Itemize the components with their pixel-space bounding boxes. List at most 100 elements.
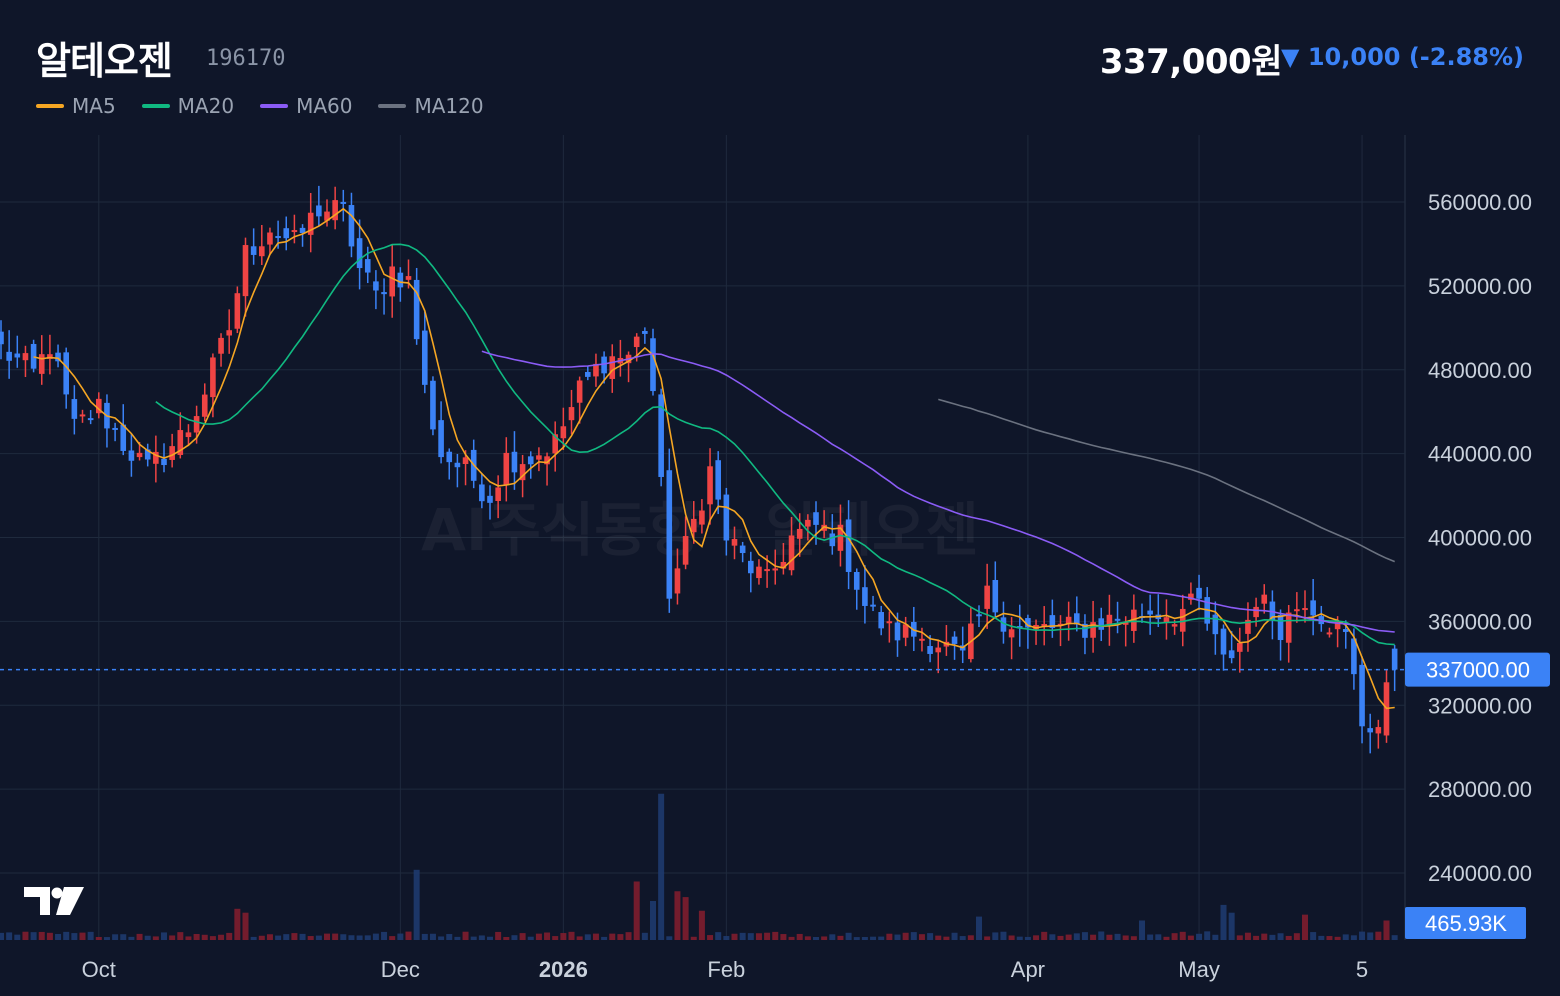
candle-body [788,535,795,571]
candle-body [479,484,485,502]
candle-body [878,612,884,629]
volume-bar [1041,931,1048,940]
candle-body [593,363,599,377]
volume-bar [1391,935,1398,940]
volume-bar [1155,934,1162,940]
volume-bar [682,897,689,940]
volume-bar [772,931,779,940]
volume-bar [348,935,355,940]
candle-body [503,452,510,486]
candle-body [38,354,45,374]
candle-body [1041,624,1047,627]
volume-bar [446,934,453,940]
volume-bar [381,931,388,940]
volume-bar [1171,933,1178,940]
volume-bar [421,933,428,940]
volume-bar [1253,935,1260,940]
volume-bar [218,934,225,940]
volume-bar [870,936,877,940]
volume-bar [666,936,673,940]
candle-body [201,394,208,417]
volume-bar [291,933,298,940]
volume-bar [169,935,176,940]
legend-ma20[interactable]: MA20 [141,94,234,118]
volume-bar [397,933,404,940]
volume-bar [1098,931,1105,940]
candle-body [919,638,925,641]
volume-bar [275,935,282,940]
candle-body [1342,629,1349,632]
candle-body [1122,622,1129,625]
candle-body [96,398,102,414]
legend-ma60[interactable]: MA60 [260,94,352,118]
volume-bar [755,933,762,940]
volume-bar [71,933,78,940]
volume-bar [495,931,502,940]
volume-bar [813,936,819,940]
y-tick-label: 480000.00 [1428,358,1532,383]
volume-bar [633,881,640,940]
y-tick-label: 440000.00 [1428,442,1532,467]
volume-bar [1342,934,1349,940]
volume-bar [984,936,991,940]
volume-bar [747,933,754,940]
volume-bar [14,934,21,940]
volume-bar [79,932,86,940]
candle-body [1163,617,1170,623]
watermark: AI주식동향 - 알테오젠 [421,496,979,564]
volume-bar [372,933,379,940]
volume-bar [976,916,982,940]
volume-bar [910,932,917,940]
candle-body [430,380,436,430]
candle-body [185,432,192,438]
current-price: 337,000원 [1099,42,1283,82]
legend-ma120[interactable]: MA120 [378,94,484,118]
legend-swatch-ma5 [36,104,64,108]
x-tick-label: Feb [707,957,745,982]
volume-bar [63,931,70,940]
candle-body [690,518,697,533]
volume-bar [601,936,608,940]
candle-body [487,495,493,503]
candle-body [772,568,779,571]
candle-body [1285,612,1292,643]
price-change: ▼ 10,000 (-2.88%) [1281,43,1524,71]
volume-tag-text: 465.93K [1425,911,1507,936]
candle-body [291,230,298,233]
volume-bar [584,934,591,940]
volume-bar [658,793,665,940]
candle-body [218,337,224,354]
candle-body [1131,609,1137,631]
candle-body [984,585,990,609]
volume-bar [1269,934,1276,940]
candle-body [299,227,306,234]
volume-bar [226,932,233,940]
volume-bar [1008,935,1015,940]
legend-ma5[interactable]: MA5 [36,94,116,118]
candle-body [682,536,689,565]
volume-bar [959,936,966,940]
candle-body [601,356,607,374]
candle-body [144,449,151,460]
volume-bar [136,933,143,940]
y-tick-label: 280000.00 [1428,777,1532,802]
volume-bar [519,933,526,940]
volume-bar [364,935,371,940]
ma-legend: MA5 MA20 MA60 MA120 [36,94,484,118]
candle-body [1090,622,1096,638]
candle-body [609,356,616,379]
volume-bar [413,869,420,940]
volume-bar [1073,933,1080,940]
candle-body [316,205,322,217]
candle-body [454,462,461,468]
volume-bar [878,936,885,940]
candle-body [511,451,518,473]
candle-body [1106,614,1113,626]
volume-bar [861,937,868,940]
volume-bar [707,935,714,940]
candle-body [356,238,363,269]
volume-bar [1147,934,1154,940]
volume-bar [209,936,216,940]
candle-body [161,458,167,466]
